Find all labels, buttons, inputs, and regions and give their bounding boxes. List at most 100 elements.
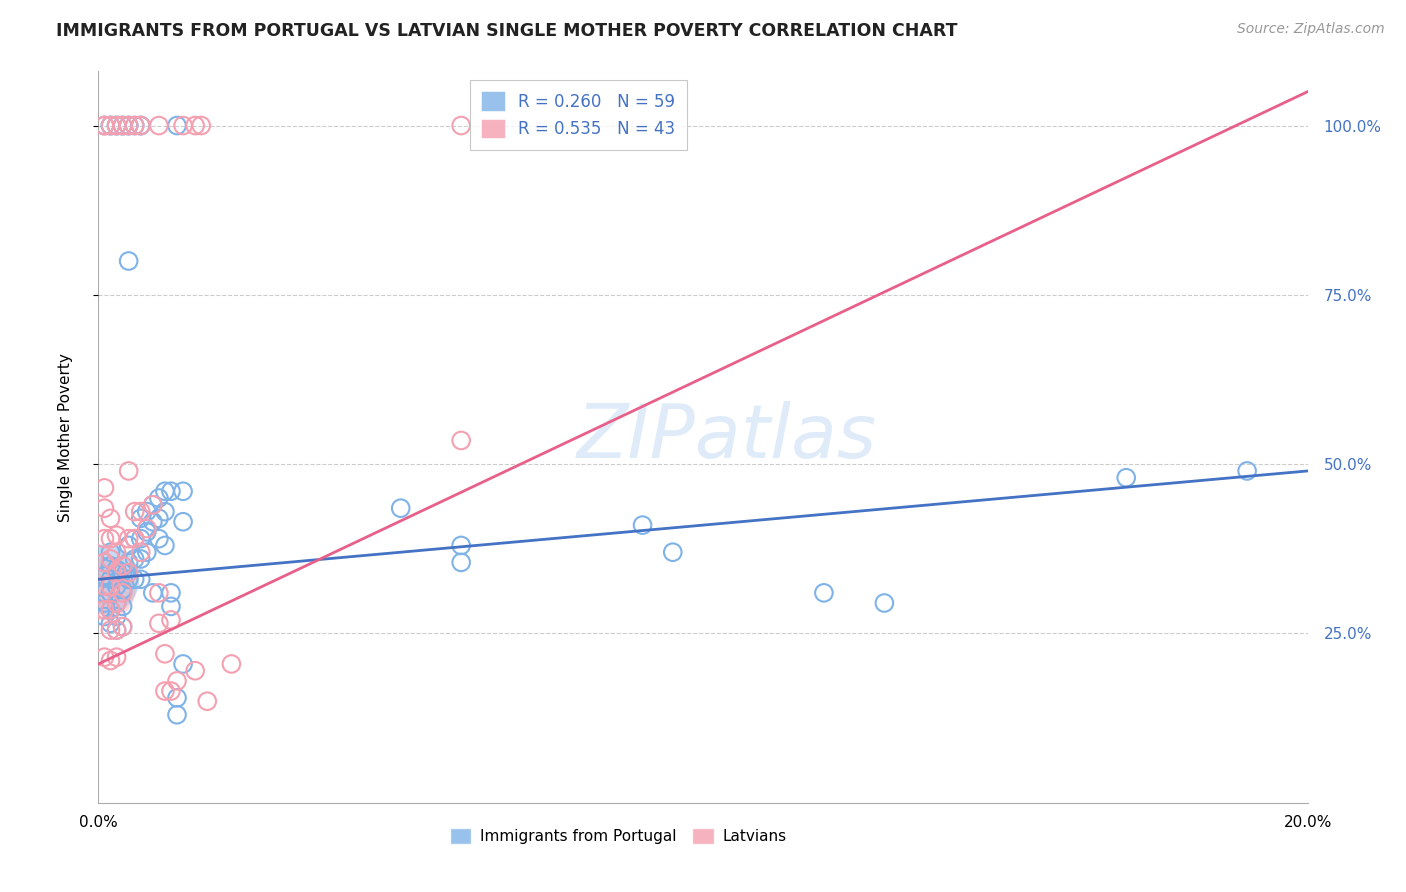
Point <box>105 528 128 542</box>
Point <box>118 119 141 133</box>
Point <box>111 119 134 133</box>
Point <box>93 572 115 586</box>
Point <box>100 119 122 133</box>
Point <box>111 119 134 133</box>
Point <box>93 650 115 665</box>
Point <box>135 524 157 539</box>
Point <box>93 586 115 600</box>
Point <box>142 498 165 512</box>
Point <box>135 545 157 559</box>
Point <box>100 119 122 133</box>
Point <box>118 119 141 133</box>
Point <box>100 616 122 631</box>
Point <box>111 582 134 597</box>
Point <box>129 119 152 133</box>
Point <box>172 484 194 499</box>
Point <box>105 650 128 665</box>
Point <box>100 558 122 573</box>
Point <box>118 572 141 586</box>
Point <box>129 572 152 586</box>
Point <box>873 596 896 610</box>
Point <box>118 532 141 546</box>
Point <box>105 119 128 133</box>
Point <box>105 623 128 637</box>
Point <box>195 694 218 708</box>
Point <box>166 673 188 688</box>
Point <box>93 119 115 133</box>
Point <box>142 515 165 529</box>
Point <box>93 119 115 133</box>
Point <box>111 620 134 634</box>
Point <box>172 119 194 133</box>
Point <box>135 521 157 535</box>
Point <box>129 532 152 546</box>
Point <box>166 119 188 133</box>
Point <box>129 545 152 559</box>
Point <box>221 657 243 671</box>
Point <box>153 538 176 552</box>
Point <box>148 586 170 600</box>
Point <box>100 586 122 600</box>
Point <box>142 498 165 512</box>
Point <box>142 586 165 600</box>
Point <box>129 119 152 133</box>
Point <box>389 501 412 516</box>
Point <box>450 119 472 133</box>
Point <box>135 505 157 519</box>
Point <box>118 538 141 552</box>
Point <box>148 119 170 133</box>
Point <box>100 579 122 593</box>
Point <box>124 505 146 519</box>
Point <box>111 119 134 133</box>
Point <box>813 586 835 600</box>
Point <box>100 603 122 617</box>
Point <box>129 119 152 133</box>
Point <box>124 119 146 133</box>
Point <box>93 501 115 516</box>
Point <box>93 596 115 610</box>
Point <box>1236 464 1258 478</box>
Point <box>105 562 128 576</box>
Point <box>93 582 115 597</box>
Point <box>129 505 152 519</box>
Point <box>111 558 134 573</box>
Point <box>124 552 146 566</box>
Point <box>111 599 134 614</box>
Point <box>100 511 122 525</box>
Point <box>153 505 176 519</box>
Point <box>124 532 146 546</box>
Point <box>93 603 115 617</box>
Legend: Immigrants from Portugal, Latvians: Immigrants from Portugal, Latvians <box>444 822 793 850</box>
Point <box>148 532 170 546</box>
Point <box>118 119 141 133</box>
Point <box>93 532 115 546</box>
Text: IMMIGRANTS FROM PORTUGAL VS LATVIAN SINGLE MOTHER POVERTY CORRELATION CHART: IMMIGRANTS FROM PORTUGAL VS LATVIAN SING… <box>56 22 957 40</box>
Point <box>93 555 115 569</box>
Point <box>166 690 188 705</box>
Point <box>148 491 170 505</box>
Point <box>172 515 194 529</box>
Point <box>129 552 152 566</box>
Point <box>100 623 122 637</box>
Point <box>111 586 134 600</box>
Point <box>129 511 152 525</box>
Y-axis label: Single Mother Poverty: Single Mother Poverty <box>58 352 73 522</box>
Point <box>105 623 128 637</box>
Point <box>148 511 170 525</box>
Point <box>172 657 194 671</box>
Point <box>111 620 134 634</box>
Point <box>1115 471 1137 485</box>
Point <box>166 707 188 722</box>
Point <box>160 599 183 614</box>
Point <box>450 555 472 569</box>
Point <box>100 603 122 617</box>
Point <box>184 119 207 133</box>
Point <box>105 119 128 133</box>
Text: ZIPatlas: ZIPatlas <box>576 401 877 473</box>
Point <box>124 572 146 586</box>
Point <box>105 609 128 624</box>
Point <box>93 609 115 624</box>
Point <box>111 566 134 580</box>
Point <box>105 596 128 610</box>
Point <box>160 684 183 698</box>
